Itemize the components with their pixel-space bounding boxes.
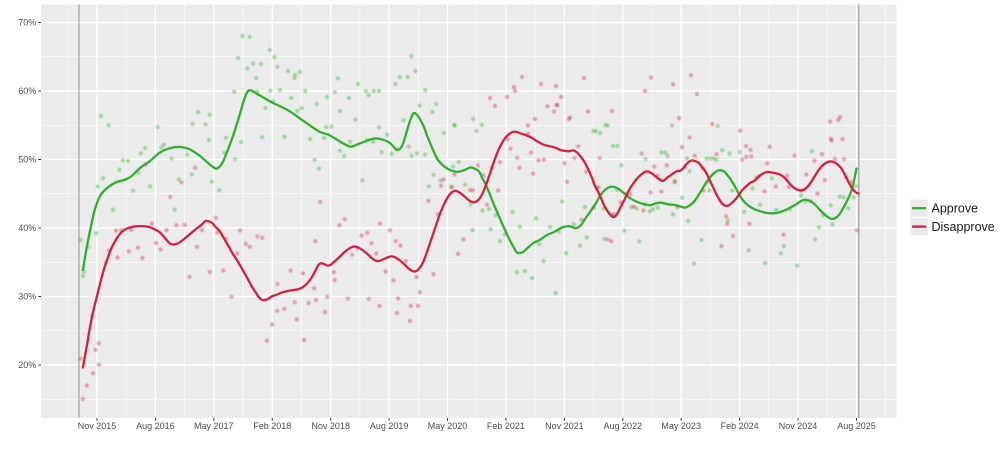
svg-text:40%: 40% bbox=[18, 223, 36, 233]
svg-text:Disapprove: Disapprove bbox=[932, 220, 995, 234]
svg-text:Nov 2024: Nov 2024 bbox=[779, 421, 818, 431]
svg-text:Feb 2024: Feb 2024 bbox=[721, 421, 759, 431]
svg-text:Aug 2025: Aug 2025 bbox=[837, 421, 876, 431]
svg-text:20%: 20% bbox=[18, 360, 36, 370]
svg-text:70%: 70% bbox=[18, 18, 36, 28]
svg-text:60%: 60% bbox=[18, 86, 36, 96]
svg-text:Nov 2015: Nov 2015 bbox=[78, 421, 117, 431]
svg-text:May 2023: May 2023 bbox=[661, 421, 701, 431]
svg-text:Feb 2021: Feb 2021 bbox=[487, 421, 525, 431]
svg-text:May 2020: May 2020 bbox=[428, 421, 468, 431]
svg-text:Aug 2022: Aug 2022 bbox=[604, 421, 643, 431]
svg-text:Approve: Approve bbox=[932, 201, 979, 215]
svg-text:30%: 30% bbox=[18, 292, 36, 302]
svg-text:Nov 2018: Nov 2018 bbox=[311, 421, 350, 431]
svg-text:Aug 2019: Aug 2019 bbox=[370, 421, 409, 431]
svg-text:May 2017: May 2017 bbox=[194, 421, 234, 431]
svg-text:Feb 2018: Feb 2018 bbox=[253, 421, 291, 431]
svg-text:Aug 2016: Aug 2016 bbox=[136, 421, 175, 431]
svg-text:50%: 50% bbox=[18, 155, 36, 165]
svg-text:Nov 2021: Nov 2021 bbox=[545, 421, 584, 431]
